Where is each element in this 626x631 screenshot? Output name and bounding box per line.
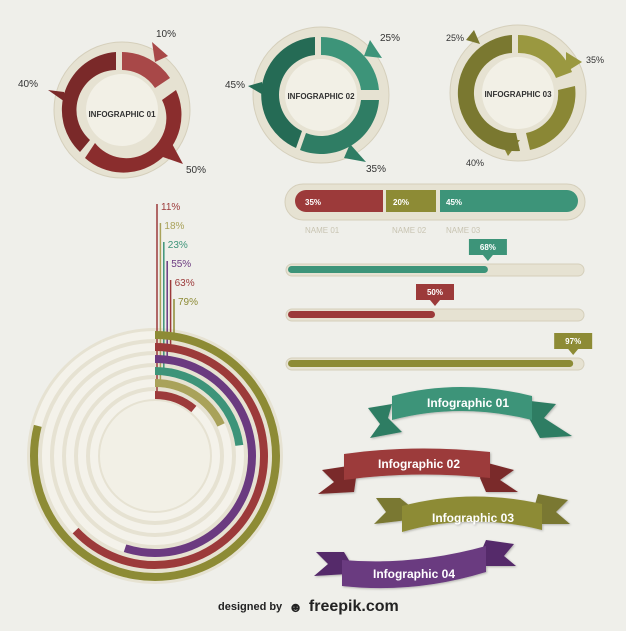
donut-03-slice-c [457,35,520,152]
donut-01-label-c: 50% [186,165,206,176]
donut-03-slice-a [518,35,572,78]
donut-03-slice-b [526,86,576,150]
donut-01-label-b: 40% [18,79,38,90]
progress-value-2: 50% [427,288,443,297]
progress-value-3: 97% [565,337,581,346]
ring-arc-5 [72,343,268,569]
donut-chart-01: INFOGRAPHIC 01 10% 40% 50% [18,29,206,179]
segment-2-name: NAME 02 [392,226,427,235]
ring-label-5: 63% [175,278,195,289]
ribbon-01-label: Infographic 01 [427,396,509,410]
donut-01-slice-a [122,52,170,88]
ribbon-04-label: Infographic 04 [373,567,455,581]
donut-03-label-a: 25% [446,33,464,43]
donut-02-label-c: 35% [366,164,386,175]
donut-chart-02: INFOGRAPHIC 02 25% 45% 35% [225,26,400,175]
progress-tooltip-3: 97% [554,333,593,355]
donut-03-arrow-c [466,30,480,44]
ribbon-03: Infographic 03 [374,494,570,532]
progress-fill-2 [288,311,435,318]
ring-arc-3 [154,367,244,446]
donut-02-arrow-b [344,144,366,162]
credit-prefix: designed by [218,601,283,613]
progress-bars: 68% 50% 97% [285,239,593,371]
ring-label-3: 23% [168,240,188,251]
ring-label-2: 18% [164,221,184,232]
ribbon-04: Infographic 04 [314,540,516,589]
ring-arc-6 [30,331,280,581]
ring-arc-2 [154,379,225,427]
donut-01-slice-c [61,52,116,152]
progress-value-1: 68% [480,243,496,252]
ring-arc-4 [123,355,256,557]
ribbon-02: Infographic 02 [318,448,518,494]
donut-01-arrow-a [152,42,168,62]
donut-01-arrow-c [48,90,68,104]
segment-3-name: NAME 03 [446,226,481,235]
donut-01-arrow-b [160,140,183,164]
credit-brand[interactable]: freepik.com [308,598,399,615]
donut-03-title: INFOGRAPHIC 03 [484,90,552,99]
segment-1 [295,190,383,212]
ribbon-03-label: Infographic 03 [432,511,514,525]
donut-02-title: INFOGRAPHIC 02 [287,92,355,101]
ring-label-4: 55% [171,259,191,270]
progress-tooltip-2: 50% [416,284,454,306]
donut-02-slice-b [300,100,379,154]
ring-chart: 11% 18% 23% 55% 63% 79% [27,202,283,584]
ring-label-6: 79% [178,297,198,308]
segment-2-value: 20% [393,198,409,207]
donut-02-slice-c [261,37,315,148]
donut-02-slice-a [321,36,379,90]
segment-3-value: 45% [446,198,462,207]
segment-1-name: NAME 01 [305,226,340,235]
progress-fill-1 [288,266,488,273]
ring-arc-1 [154,391,197,413]
donut-02-label-b: 45% [225,80,245,91]
segmented-bar: 35% 20% 45% NAME 01 NAME 02 NAME 03 [284,183,586,235]
donut-03-label-c: 40% [466,158,484,168]
segment-1-value: 35% [305,198,321,207]
donut-02-arrow-c [248,82,265,96]
donut-01-slice-b [85,90,182,173]
ring-label-1: 11% [161,202,180,213]
donut-03-label-b: 35% [586,55,604,65]
progress-tooltip-1: 68% [468,239,507,261]
donut-01-label-a: 10% [156,29,176,40]
segment-3 [440,190,578,212]
donut-01-title: INFOGRAPHIC 01 [88,110,156,119]
ribbon-01: Infographic 01 [368,387,572,438]
segment-2 [386,190,436,212]
ring-center [100,401,210,511]
credit-line: designed by ☻ freepik.com [218,598,399,616]
freepik-logo-icon: ☻ [288,599,303,615]
donut-02-label-a: 25% [380,33,400,44]
ribbon-02-label: Infographic 02 [378,457,460,471]
donut-chart-03: INFOGRAPHIC 03 25% 35% 40% [446,24,604,168]
donut-02-arrow-a [364,40,382,58]
donut-03-arrow-a [566,52,582,72]
progress-fill-3 [288,360,574,367]
